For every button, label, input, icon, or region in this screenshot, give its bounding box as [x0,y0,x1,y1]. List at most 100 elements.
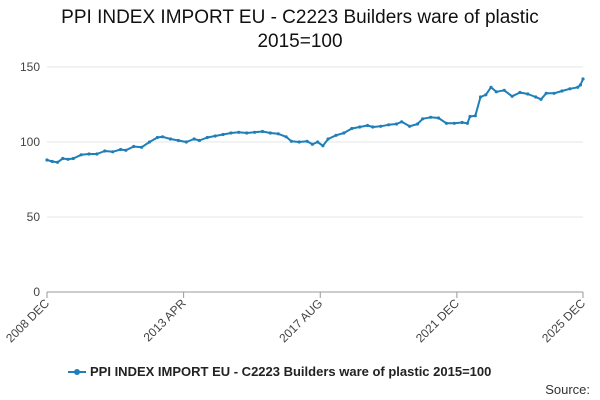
data-point [539,97,543,101]
data-point [342,131,346,135]
data-point [95,152,99,156]
data-point [79,153,83,157]
data-point [429,115,433,119]
data-point [460,120,464,125]
y-tick-label: 50 [27,210,41,224]
data-point [544,91,548,95]
data-point [229,131,233,135]
y-tick-label: 0 [33,285,40,299]
data-point [111,150,115,154]
source-label: Source: [545,382,590,397]
data-point [568,87,572,91]
data-point [421,117,425,121]
data-point [371,125,375,129]
data-point [284,135,288,139]
data-point [436,116,441,120]
data-point [394,122,399,126]
data-point [415,122,420,126]
y-axis-ticks: 0 50 100 150 [20,60,40,299]
data-point [350,126,354,131]
x-tick-label: 2013 APR [141,296,189,344]
data-point [518,90,522,95]
data-point [473,114,477,118]
legend-label: PPI INDEX IMPORT EU - C2223 Builders war… [90,364,492,379]
data-point [103,149,107,153]
data-point [124,148,128,152]
line-chart: 0 50 100 150 2008 DEC 2013 APR 2017 AUG 2021 D… [3,60,588,345]
data-point [400,120,404,124]
legend-line-marker-icon [68,366,86,378]
data-point [310,142,314,146]
chart-title-line-1: PPI INDEX IMPORT EU - C2223 Builders war… [61,7,539,28]
data-point [578,83,583,87]
data-point [468,114,472,119]
data-point [576,85,580,89]
data-point [465,121,469,125]
series-line-0 [46,78,584,164]
data-point [45,158,49,162]
data-point [184,140,188,144]
data-point [140,145,144,149]
data-point [71,156,75,161]
data-point [510,94,514,98]
data-point [147,140,152,144]
data-point [334,133,338,137]
x-tick-label: 2025 DEC [539,296,588,345]
y-tick-label: 100 [20,135,40,149]
data-point [297,140,301,144]
data-point [534,95,538,99]
series-group [45,77,585,164]
data-point [358,125,362,129]
data-point [552,91,556,95]
data-point [581,77,585,81]
data-point [387,123,391,127]
data-point [197,138,201,143]
data-point [213,134,217,138]
data-point [221,132,225,137]
data-point [253,130,257,134]
grid-lines [47,66,583,218]
x-tick-label: 2021 DEC [413,296,462,345]
data-point [55,160,60,164]
data-point [408,124,412,128]
chart-title: PPI INDEX IMPORT EU - C2223 Builders war… [0,6,600,54]
data-point [502,88,506,92]
data-point [494,90,498,94]
data-point [276,132,280,136]
data-point [205,135,209,140]
data-point [526,92,530,96]
x-tick-label: 2017 AUG [276,296,325,345]
data-point [289,139,293,143]
data-point [379,124,383,128]
y-tick-label: 150 [20,60,40,74]
data-point [326,137,330,141]
data-point [87,152,91,156]
data-point [321,144,325,148]
data-point [305,139,309,143]
data-point [268,131,272,135]
data-point [50,159,54,164]
data-point [176,138,180,143]
data-point [316,140,320,144]
chart-title-line-2: 2015=100 [257,31,343,52]
data-point [489,85,493,89]
data-point [61,156,65,161]
data-point [365,123,370,128]
data-point [66,157,70,161]
data-point [560,89,564,93]
data-point [168,137,173,141]
data-point [444,121,448,125]
data-point [478,95,483,99]
legend[interactable]: PPI INDEX IMPORT EU - C2223 Builders war… [68,364,491,379]
data-point [260,129,265,134]
x-axis: 2008 DEC 2013 APR 2017 AUG 2021 DEC 2025 DEC [3,291,588,345]
data-point [192,137,196,141]
data-point [155,135,159,140]
data-point [161,135,165,139]
data-point [132,144,136,149]
data-point [237,130,241,134]
data-point [245,131,249,135]
data-point [119,147,123,152]
data-point [452,121,456,125]
x-tick-label: 2008 DEC [3,296,52,345]
